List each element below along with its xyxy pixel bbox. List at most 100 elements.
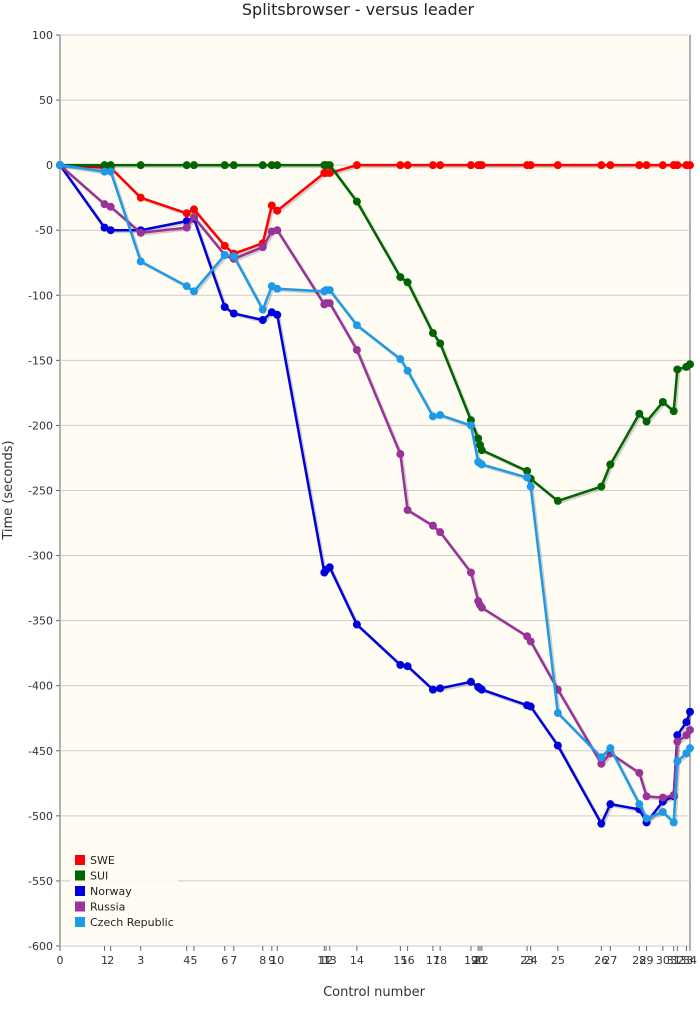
data-point[interactable] [403,278,412,287]
data-point[interactable] [597,753,606,762]
data-point[interactable] [136,161,145,170]
data-point[interactable] [100,200,109,209]
data-point[interactable] [553,496,562,505]
data-point[interactable] [273,206,282,215]
data-point[interactable] [428,685,437,694]
data-point[interactable] [642,161,651,170]
data-point[interactable] [635,800,644,809]
data-point[interactable] [553,741,562,750]
data-point[interactable] [686,161,694,170]
data-point[interactable] [673,731,682,740]
data-point[interactable] [352,197,361,206]
data-point[interactable] [673,757,682,766]
data-point[interactable] [635,161,644,170]
data-point[interactable] [136,257,145,266]
data-point[interactable] [428,412,437,421]
data-point[interactable] [466,161,475,170]
data-point[interactable] [229,252,238,261]
data-point[interactable] [436,411,445,420]
data-point[interactable] [477,446,486,455]
data-point[interactable] [477,460,486,469]
data-point[interactable] [523,466,532,475]
data-point[interactable] [477,685,486,694]
data-point[interactable] [673,365,682,374]
data-point[interactable] [673,161,682,170]
data-point[interactable] [436,339,445,348]
data-point[interactable] [396,355,405,364]
data-point[interactable] [606,800,615,809]
data-point[interactable] [686,744,694,753]
data-point[interactable] [606,460,615,469]
data-point[interactable] [403,161,412,170]
data-point[interactable] [258,161,267,170]
data-point[interactable] [597,161,606,170]
data-point[interactable] [189,161,198,170]
data-point[interactable] [658,807,667,816]
data-point[interactable] [106,167,115,176]
data-point[interactable] [436,161,445,170]
data-point[interactable] [396,450,405,459]
data-point[interactable] [436,684,445,693]
data-point[interactable] [396,660,405,669]
data-point[interactable] [642,814,651,823]
data-point[interactable] [182,282,191,291]
data-point[interactable] [396,273,405,282]
data-point[interactable] [273,161,282,170]
data-point[interactable] [526,702,535,711]
data-point[interactable] [606,744,615,753]
data-point[interactable] [526,161,535,170]
data-point[interactable] [189,213,198,222]
data-point[interactable] [396,161,405,170]
data-point[interactable] [474,434,483,443]
data-point[interactable] [189,287,198,296]
data-point[interactable] [273,310,282,319]
data-point[interactable] [428,521,437,530]
data-point[interactable] [352,321,361,330]
data-point[interactable] [403,662,412,671]
data-point[interactable] [526,482,535,491]
data-point[interactable] [267,201,276,210]
data-point[interactable] [220,161,229,170]
data-point[interactable] [56,161,64,170]
data-point[interactable] [597,819,606,828]
data-point[interactable] [325,286,334,295]
data-point[interactable] [100,223,109,232]
data-point[interactable] [523,473,532,482]
data-point[interactable] [673,737,682,746]
data-point[interactable] [352,620,361,629]
data-point[interactable] [100,167,109,176]
data-point[interactable] [352,345,361,354]
data-point[interactable] [553,709,562,718]
data-point[interactable] [325,168,334,177]
data-point[interactable] [136,193,145,202]
data-point[interactable] [182,223,191,232]
data-point[interactable] [428,329,437,338]
data-point[interactable] [258,305,267,314]
data-point[interactable] [658,398,667,407]
data-point[interactable] [658,793,667,802]
data-point[interactable] [258,316,267,325]
data-point[interactable] [606,161,615,170]
data-point[interactable] [466,421,475,430]
data-point[interactable] [325,563,334,572]
data-point[interactable] [428,161,437,170]
data-point[interactable] [553,161,562,170]
data-point[interactable] [635,768,644,777]
data-point[interactable] [403,506,412,515]
data-point[interactable] [686,725,694,734]
data-point[interactable] [325,161,334,170]
data-point[interactable] [477,603,486,612]
data-point[interactable] [229,309,238,318]
data-point[interactable] [182,161,191,170]
data-point[interactable] [258,243,267,252]
data-point[interactable] [642,792,651,801]
data-point[interactable] [220,302,229,311]
data-point[interactable] [229,161,238,170]
data-point[interactable] [100,161,109,170]
data-point[interactable] [189,205,198,214]
data-point[interactable] [597,482,606,491]
data-point[interactable] [325,299,334,308]
data-point[interactable] [526,637,535,646]
data-point[interactable] [466,568,475,577]
data-point[interactable] [597,759,606,768]
